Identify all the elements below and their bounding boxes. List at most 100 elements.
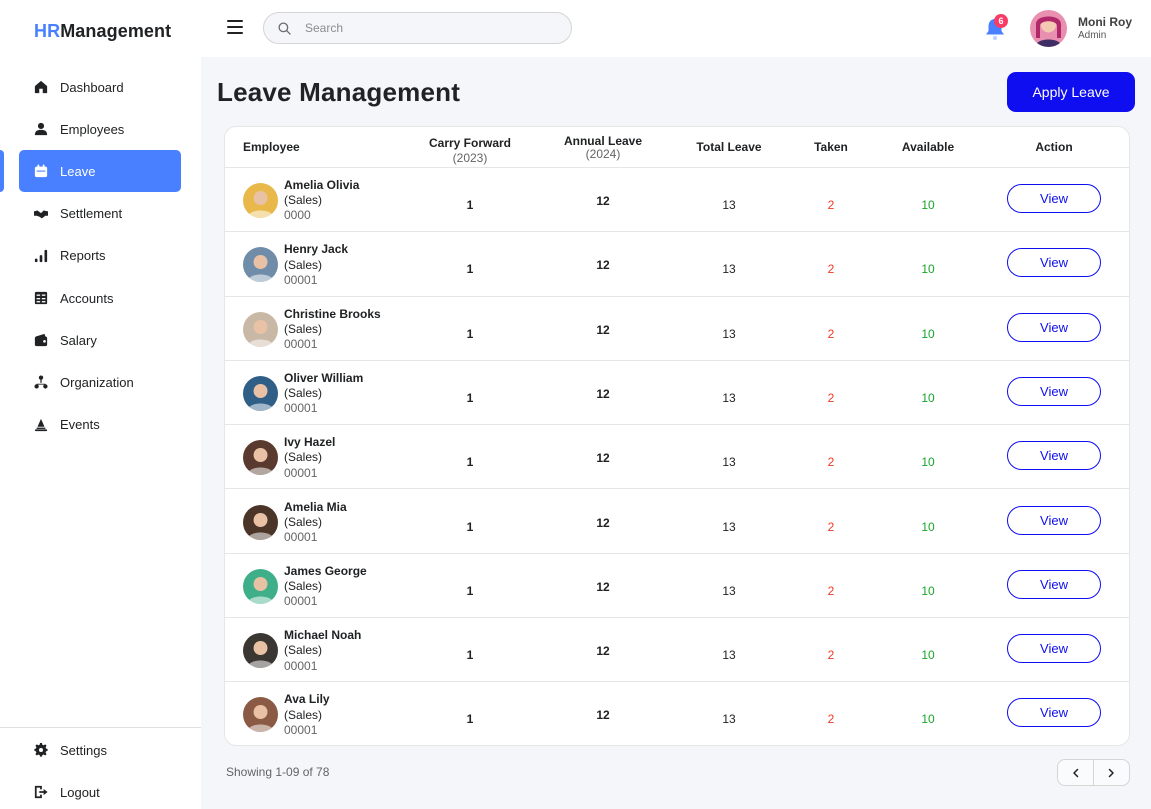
notification-badge: 6 — [994, 14, 1008, 28]
sidebar-item-accounts[interactable]: Accounts — [0, 277, 201, 319]
taken-value: 2 — [827, 326, 835, 341]
sidebar-item-reports[interactable]: Reports — [0, 235, 201, 277]
employee-id: 00001 — [284, 594, 318, 609]
active-indicator — [0, 150, 4, 193]
sidebar-item-settlement[interactable]: Settlement — [0, 193, 201, 235]
user-role: Admin — [1078, 30, 1107, 41]
annual-leave-value: 12 — [596, 451, 610, 466]
employee-info: Amelia Olivia (Sales) 0000 — [284, 178, 359, 224]
sidebar-item-salary[interactable]: Salary — [0, 319, 201, 361]
header-action: Action — [1035, 140, 1073, 154]
total-leave-value: 13 — [722, 326, 736, 341]
next-page-button[interactable] — [1094, 760, 1129, 785]
header-total-leave: Total Leave — [696, 140, 762, 154]
pagination-controls — [1057, 759, 1130, 786]
available-value: 10 — [921, 583, 935, 598]
available-value: 10 — [921, 390, 935, 405]
annual-leave-value: 12 — [596, 579, 610, 594]
total-leave-value: 13 — [722, 390, 736, 405]
taken-value: 2 — [827, 648, 835, 663]
available-value: 10 — [921, 712, 935, 727]
carry-forward-value: 1 — [466, 648, 474, 663]
sidebar-item-label: Accounts — [60, 290, 114, 306]
header-taken: Taken — [814, 140, 848, 154]
employee-info: James George (Sales) 00001 — [284, 564, 367, 610]
employee-avatar — [243, 183, 278, 218]
view-button[interactable]: View — [1007, 376, 1101, 406]
sidebar-item-label: Logout — [60, 784, 100, 800]
logo-prefix: HR — [34, 21, 61, 41]
table-row: Michael Noah (Sales) 00001 1 12 13 2 10 View — [225, 618, 1129, 683]
sidebar-item-settings[interactable]: Settings — [0, 729, 201, 771]
wallet-icon — [34, 333, 48, 347]
sidebar-item-employees[interactable]: Employees — [0, 108, 201, 150]
header-annual-leave: Annual Leave (2024) — [548, 134, 658, 161]
total-leave-value: 13 — [722, 583, 736, 598]
app-logo[interactable]: HRManagement — [34, 21, 171, 42]
calendar-icon — [34, 164, 48, 178]
sidebar-item-leave[interactable]: Leave — [0, 150, 201, 193]
employee-avatar — [243, 440, 278, 476]
view-button[interactable]: View — [1007, 505, 1101, 535]
employee-name: Oliver William — [284, 370, 364, 385]
employee-department: (Sales) — [284, 193, 323, 208]
user-avatar[interactable] — [1030, 10, 1067, 47]
carry-forward-value: 1 — [466, 712, 474, 727]
annual-leave-value: 12 — [596, 708, 610, 723]
employee-department: (Sales) — [284, 643, 323, 658]
topbar: 6 Moni Roy Admin — [201, 0, 1151, 57]
view-button[interactable]: View — [1007, 698, 1101, 728]
employee-name: Michael Noah — [284, 628, 362, 643]
total-leave-value: 13 — [722, 455, 736, 470]
pagination-summary: Showing 1-09 of 78 — [226, 765, 330, 779]
employee-department: (Sales) — [284, 386, 323, 401]
view-button[interactable]: View — [1007, 634, 1101, 664]
apply-leave-button[interactable]: Apply Leave — [1007, 72, 1135, 112]
search-box — [263, 12, 572, 44]
view-button[interactable]: View — [1007, 312, 1101, 342]
event-icon — [34, 418, 48, 432]
view-button[interactable]: View — [1007, 569, 1101, 599]
employee-id: 00001 — [284, 658, 318, 673]
employee-department: (Sales) — [284, 257, 323, 272]
taken-value: 2 — [827, 198, 835, 212]
employee-name: Ava Lily — [284, 692, 330, 707]
logo-suffix: Management — [60, 21, 172, 41]
employee-avatar — [243, 633, 278, 669]
view-button[interactable]: View — [1007, 248, 1101, 278]
sidebar-item-label: Settlement — [60, 206, 123, 222]
employee-id: 00001 — [284, 272, 318, 287]
hamburger-menu-button[interactable] — [227, 20, 243, 34]
taken-value: 2 — [827, 712, 835, 727]
sidebar-item-label: Employees — [60, 121, 125, 137]
employee-name: Henry Jack — [284, 242, 349, 257]
view-button[interactable]: View — [1007, 184, 1101, 213]
previous-page-button[interactable] — [1058, 760, 1093, 785]
employee-name: James George — [284, 563, 367, 578]
search-input[interactable] — [305, 21, 545, 35]
available-value: 10 — [921, 455, 935, 470]
table-row: Amelia Mia (Sales) 00001 1 12 13 2 10 View — [225, 490, 1129, 554]
sidebar-item-organization[interactable]: Organization — [0, 361, 201, 403]
carry-forward-value: 1 — [466, 390, 474, 405]
main-content: Leave Management Apply Leave Employee Ca… — [201, 57, 1151, 809]
sidebar-item-label: Dashboard — [60, 79, 124, 95]
bar-chart-icon — [34, 249, 48, 263]
home-icon — [34, 80, 48, 94]
search-icon — [278, 21, 291, 35]
employee-info: Michael Noah (Sales) 00001 — [284, 628, 361, 674]
header-carry-forward-label: Carry Forward — [428, 136, 512, 150]
carry-forward-value: 1 — [466, 262, 474, 277]
view-button[interactable]: View — [1007, 441, 1101, 471]
pager-divider — [1093, 760, 1094, 785]
table-row: James George (Sales) 00001 1 12 13 2 10 View — [225, 554, 1129, 619]
sidebar-item-events[interactable]: Events — [0, 404, 201, 446]
sidebar-item-dashboard[interactable]: Dashboard — [0, 66, 201, 108]
annual-leave-value: 12 — [596, 644, 610, 659]
sidebar-bottom-nav: Settings Logout — [0, 729, 201, 809]
sidebar-item-logout[interactable]: Logout — [0, 771, 201, 809]
total-leave-value: 13 — [722, 712, 736, 727]
employee-id: 00001 — [284, 722, 318, 737]
employee-id: 00001 — [284, 337, 318, 351]
employee-info: Henry Jack (Sales) 00001 — [284, 242, 348, 288]
